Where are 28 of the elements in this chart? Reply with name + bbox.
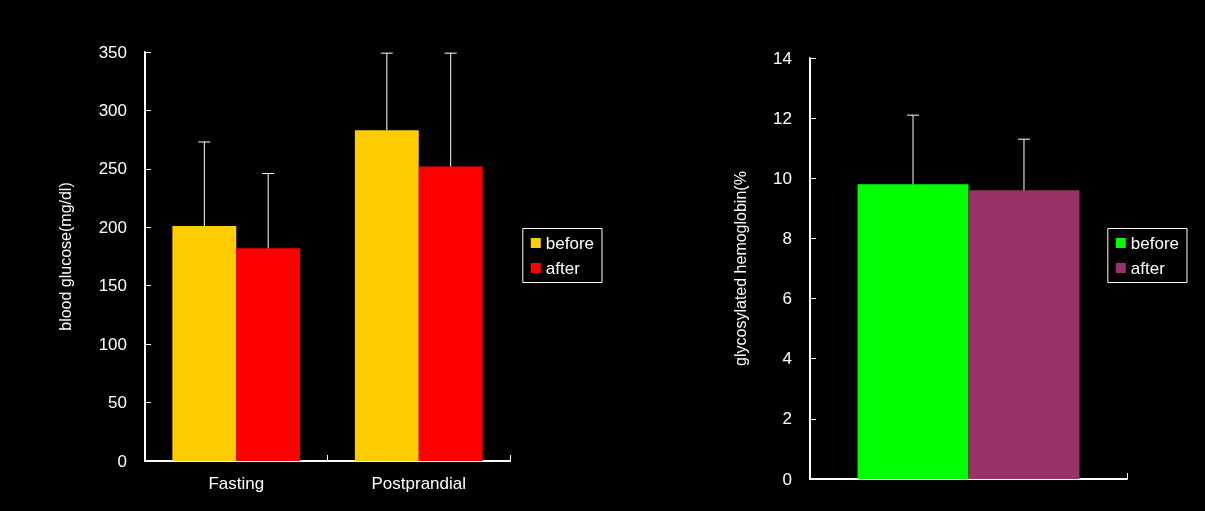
y-tick-label: 200 [98,217,127,237]
y-tick-label: 50 [108,393,127,413]
y-tick-label: 0 [782,469,792,489]
y-tick-label: 150 [98,276,127,296]
y-tick-label: 2 [782,409,792,429]
y-tick-label: 300 [98,100,127,120]
y-axis-title: blood glucose(mg/dl) [56,182,74,331]
x-tick-label: Postprandial [371,474,467,493]
y-tick-label: 0 [117,451,127,471]
y-tick-label: 14 [773,48,792,68]
legend-label: after [1130,258,1166,278]
bar [354,130,419,461]
bar [418,166,483,461]
legend-label: before [545,233,594,253]
y-tick-label: 4 [782,349,792,369]
bar [172,226,237,461]
y-tick-label: 350 [98,42,127,62]
y-tick-label: 100 [98,334,127,354]
legend-label: after [545,258,581,278]
y-tick-label: 12 [773,108,792,128]
bar [236,248,301,461]
y-tick-label: 10 [773,168,792,188]
y-axis-title: glycosylated hemoglobin(% [731,171,749,366]
y-tick-label: 6 [782,289,792,309]
x-tick-label: Fasting [208,474,265,493]
legend-label: before [1130,233,1179,253]
y-tick-label: 8 [782,228,792,248]
y-tick-label: 250 [98,159,127,179]
